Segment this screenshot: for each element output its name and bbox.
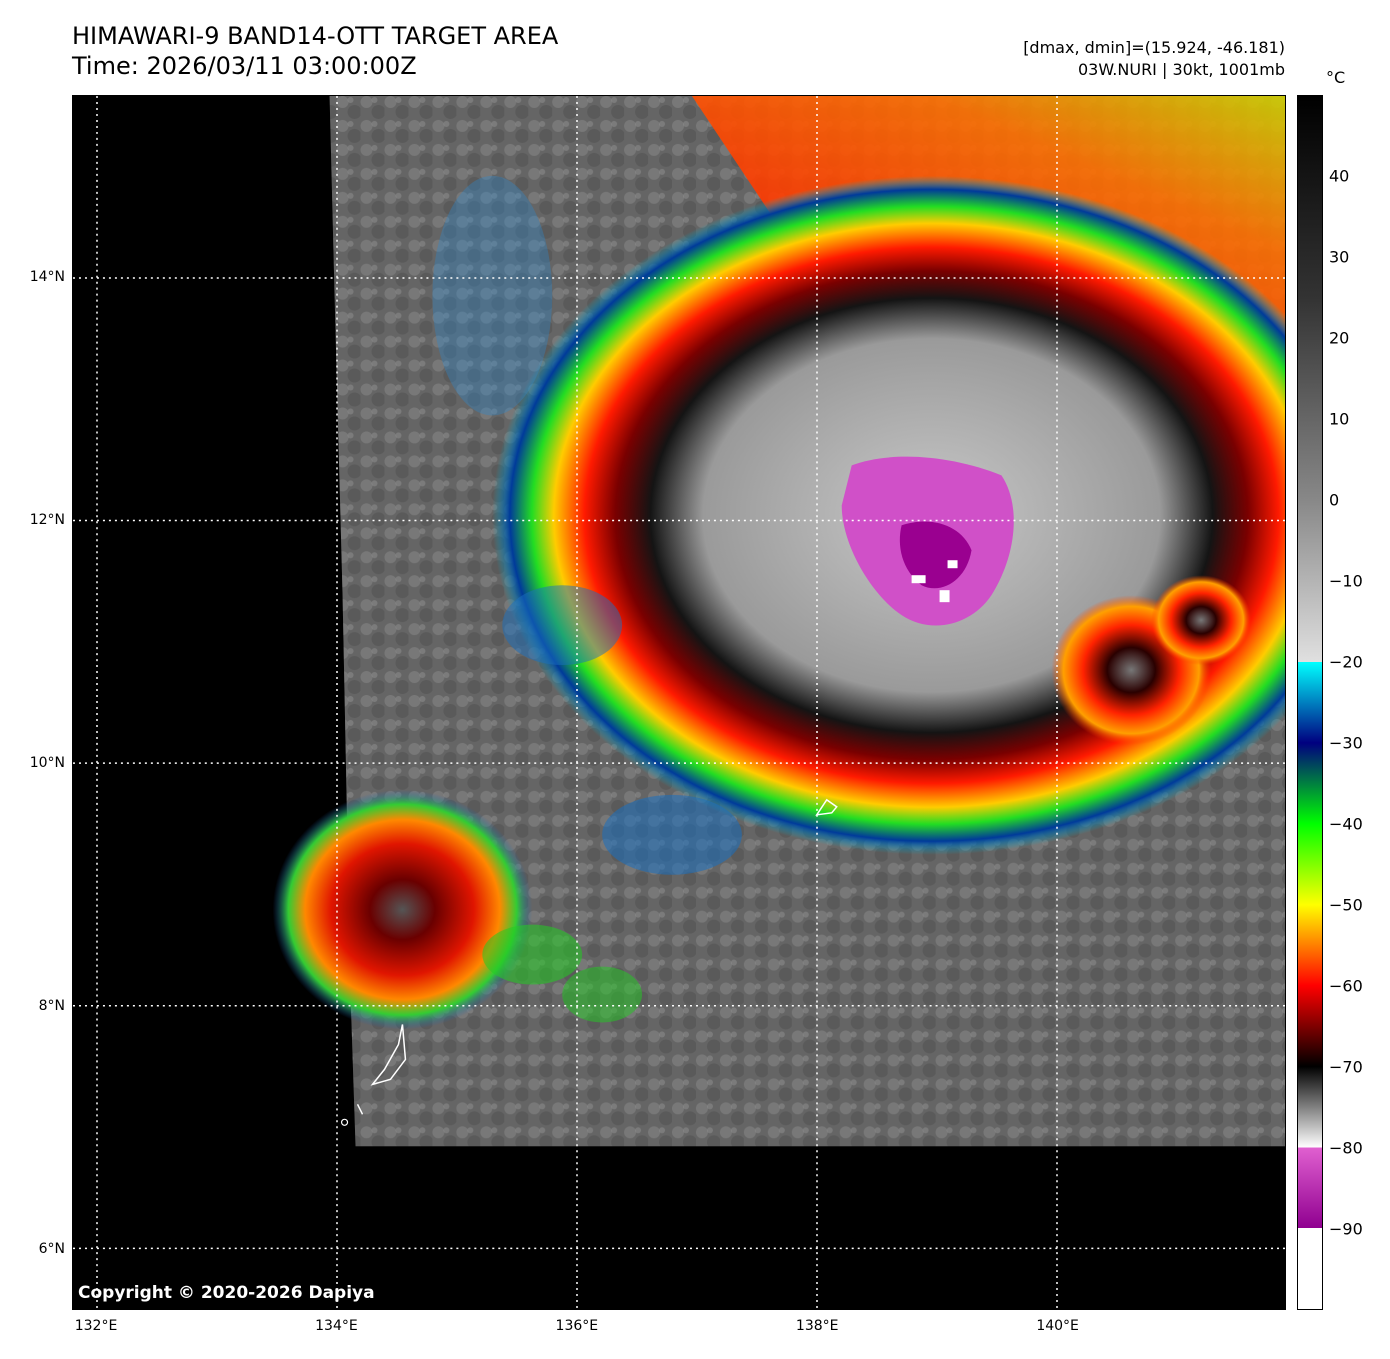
- colorbar-tick-label: 20: [1329, 328, 1350, 348]
- lat-label: 12°N: [29, 512, 65, 529]
- colorbar-tick-label: −10: [1329, 571, 1363, 591]
- colorbar-tick-label: 10: [1329, 409, 1350, 429]
- lat-label: 6°N: [38, 1241, 65, 1258]
- colorbar-tick-label: −60: [1329, 976, 1363, 996]
- colorbar-tick-label: −80: [1329, 1138, 1363, 1158]
- dmax-dmin-readout: [dmax, dmin]=(15.924, -46.181): [1023, 38, 1285, 57]
- lon-label: 136°E: [555, 1318, 599, 1334]
- colorbar: [1297, 95, 1323, 1310]
- lat-label: 10°N: [29, 755, 65, 772]
- lat-label: 14°N: [29, 269, 65, 286]
- colorbar-tick-label: 40: [1329, 166, 1350, 186]
- lat-label: 8°N: [38, 998, 65, 1015]
- satellite-map: [72, 95, 1286, 1310]
- colorbar-tick-label: −20: [1329, 652, 1363, 672]
- colorbar-tick-label: 0: [1329, 490, 1340, 510]
- copyright-text: Copyright © 2020-2026 Dapiya: [78, 1283, 375, 1303]
- colorbar-tick-label: −40: [1329, 814, 1363, 834]
- colorbar-tick-label: −50: [1329, 895, 1363, 915]
- map-title: HIMAWARI-9 BAND14-OTT TARGET AREA: [72, 22, 559, 50]
- colorbar-unit: °C: [1326, 68, 1346, 87]
- colorbar-tick-label: −70: [1329, 1057, 1363, 1077]
- map-time: Time: 2026/03/11 03:00:00Z: [72, 52, 417, 80]
- colorbar-tick-label: 30: [1329, 247, 1350, 267]
- lon-label: 132°E: [74, 1318, 118, 1334]
- colorbar-tick-label: −30: [1329, 733, 1363, 753]
- storm-info: 03W.NURI | 30kt, 1001mb: [1077, 60, 1285, 79]
- lon-label: 138°E: [795, 1318, 839, 1334]
- lon-label: 134°E: [315, 1318, 358, 1334]
- lon-label: 140°E: [1036, 1318, 1079, 1334]
- colorbar-tick-label: −90: [1329, 1219, 1363, 1239]
